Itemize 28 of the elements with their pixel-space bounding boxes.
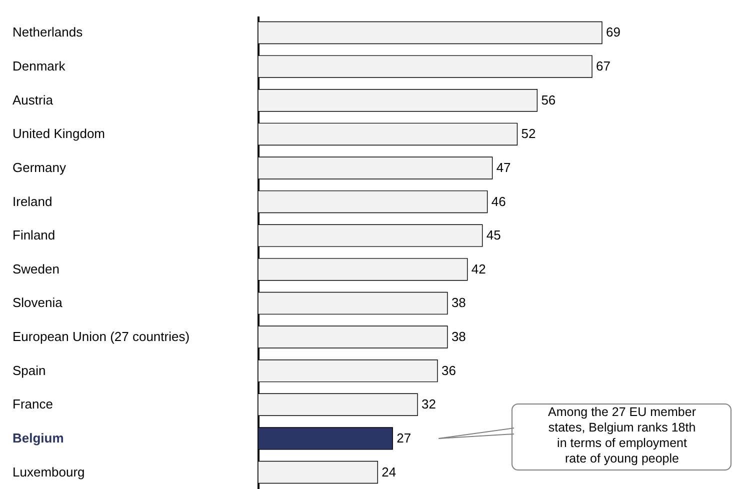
data-label: 56 [541,92,556,108]
data-label: 38 [451,329,466,344]
y-tick-label: Denmark [12,58,66,74]
y-tick-label: Ireland [12,194,52,209]
data-label: 24 [382,464,396,480]
y-tick-label: Netherlands [12,24,84,40]
y-tick-label: European Union (27 countries) [12,329,190,344]
data-label: 67 [596,58,610,74]
data-label: 69 [606,24,620,40]
y-tick-label: Sweden [12,261,60,276]
y-tick-label: United Kingdom [12,126,105,142]
data-label: 45 [486,228,501,243]
data-label: 32 [422,396,436,412]
y-tick-label: Slovenia [12,295,64,310]
y-tick-label: Luxembourg [12,464,85,480]
data-label: 46 [491,194,506,209]
y-tick-label: Germany [12,160,66,175]
y-tick-label: France [12,396,53,412]
data-label: 42 [471,261,486,276]
y-tick-label: Austria [12,92,54,108]
data-label: 36 [441,362,456,378]
y-tick-label: Finland [12,228,56,243]
data-label: 47 [496,160,511,175]
data-label: 52 [521,126,536,142]
y-tick-label: Belgium [12,430,64,446]
y-tick-label: Spain [12,362,46,378]
data-label: 38 [451,295,466,310]
data-label: 27 [396,430,412,446]
